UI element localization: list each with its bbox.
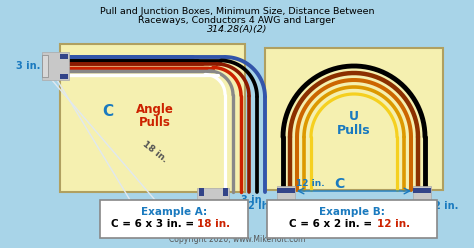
Text: 3 in.: 3 in. bbox=[16, 61, 40, 71]
Bar bbox=[223, 188, 228, 196]
Text: Angle: Angle bbox=[136, 102, 174, 116]
Text: Pull and Junction Boxes, Minimum Size, Distance Between: Pull and Junction Boxes, Minimum Size, D… bbox=[100, 7, 374, 16]
Text: C: C bbox=[334, 177, 344, 191]
Text: 2 in.: 2 in. bbox=[247, 201, 272, 211]
Text: C: C bbox=[102, 104, 114, 120]
Bar bbox=[267, 200, 437, 238]
Bar bbox=[413, 186, 431, 208]
Bar bbox=[199, 188, 204, 196]
Text: U: U bbox=[349, 110, 359, 123]
Bar bbox=[413, 201, 431, 206]
Bar bbox=[42, 52, 69, 80]
Text: Copyright 2020, www.MikeHolt.com: Copyright 2020, www.MikeHolt.com bbox=[169, 235, 305, 244]
Text: 12 in.: 12 in. bbox=[296, 180, 325, 188]
Bar bbox=[60, 44, 245, 192]
Text: 18 in.: 18 in. bbox=[141, 140, 169, 164]
Text: Example A:: Example A: bbox=[141, 207, 207, 217]
Bar bbox=[197, 188, 229, 213]
Bar bbox=[60, 54, 68, 59]
Text: C = 6 x 2 in. =: C = 6 x 2 in. = bbox=[289, 219, 375, 229]
Bar bbox=[60, 74, 68, 79]
Text: 314.28(A)(2): 314.28(A)(2) bbox=[207, 25, 267, 34]
Text: 12 in.: 12 in. bbox=[377, 219, 410, 229]
Bar bbox=[277, 201, 295, 206]
Text: Pulls: Pulls bbox=[139, 116, 171, 128]
Bar bbox=[413, 188, 431, 193]
Text: Raceways, Conductors 4 AWG and Larger: Raceways, Conductors 4 AWG and Larger bbox=[138, 16, 336, 25]
Bar bbox=[200, 208, 226, 216]
Text: 2 in.: 2 in. bbox=[434, 201, 458, 211]
Bar bbox=[100, 200, 248, 238]
Bar bbox=[42, 55, 48, 77]
Text: Example B:: Example B: bbox=[319, 207, 385, 217]
Text: 3 in.: 3 in. bbox=[241, 195, 265, 205]
Bar bbox=[415, 208, 429, 215]
Bar bbox=[265, 48, 443, 190]
Text: Pulls: Pulls bbox=[337, 124, 371, 136]
Bar bbox=[277, 186, 295, 208]
Bar bbox=[277, 188, 295, 193]
Text: C = 6 x 3 in. =: C = 6 x 3 in. = bbox=[110, 219, 197, 229]
Text: 18 in.: 18 in. bbox=[198, 219, 230, 229]
Bar bbox=[279, 208, 293, 215]
